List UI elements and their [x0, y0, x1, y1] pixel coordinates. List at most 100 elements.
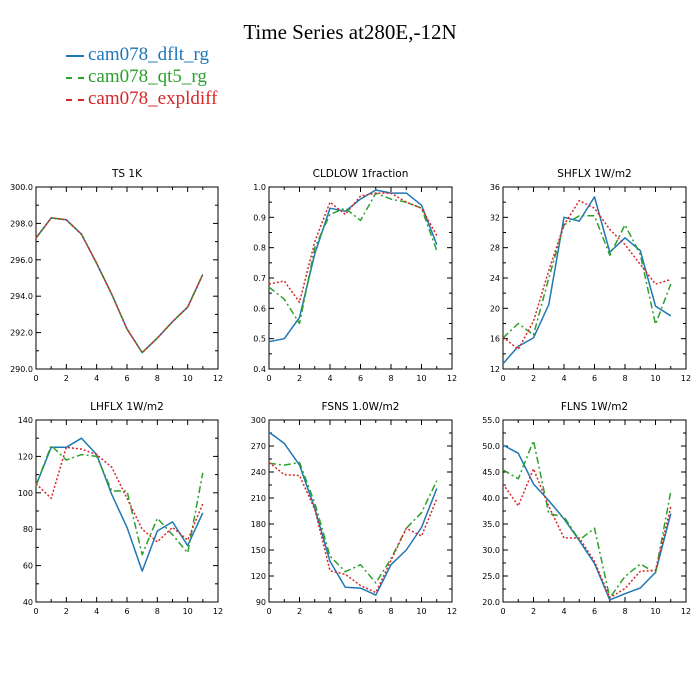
x-tick-label: 6: [358, 607, 363, 616]
series-line-cam078-dflt-rg: [502, 196, 672, 365]
series-line-cam078-dflt-rg: [502, 444, 672, 601]
y-tick-label: 90: [256, 598, 266, 607]
series-line-cam078-expldiff: [502, 468, 672, 599]
panel-fsns: FSNS 1.0W/m2 0 2 4 6 8 10 12 90 120 150 180 210 240 27…: [251, 401, 457, 616]
panel-lhflx: LHFLX 1W/m2 0 2 4 6 8 10 12 40 60 80 100 120 140: [18, 401, 223, 616]
y-tick-label: 45.0: [482, 468, 500, 477]
y-tick-label: 210: [251, 494, 266, 503]
y-tick-label: 0.5: [253, 335, 266, 344]
x-tick-label: 6: [592, 374, 597, 383]
series-line-cam078-qt5-rg: [35, 444, 204, 556]
y-tick-label: 12: [490, 365, 500, 374]
panel-title: CLDLOW 1fraction: [313, 168, 409, 180]
x-tick-label: 6: [124, 607, 129, 616]
legend-item-qt5: cam078_qt5_rg: [66, 66, 207, 88]
x-tick-label: 10: [183, 374, 193, 383]
y-tick-label: 180: [251, 520, 266, 529]
series-line-cam078-qt5-rg: [268, 192, 438, 325]
y-tick-label: 28: [490, 244, 500, 253]
y-tick-label: 298.0: [10, 219, 33, 228]
x-tick-label: 0: [266, 374, 271, 383]
panel-cldlow: CLDLOW 1fraction 0 2 4 6 8 10 12 0.4 0.5 0.6 0.7 0.8…: [253, 168, 457, 383]
y-tick-label: 300: [251, 416, 266, 425]
x-tick-label: 12: [681, 374, 691, 383]
series-line-cam078-expldiff: [35, 217, 204, 354]
y-tick-label: 120: [18, 452, 33, 461]
y-tick-label: 240: [251, 468, 266, 477]
x-tick-label: 0: [266, 607, 271, 616]
y-tick-label: 0.7: [253, 274, 266, 283]
y-tick-label: 25.0: [482, 572, 500, 581]
x-tick-label: 8: [155, 607, 160, 616]
x-tick-label: 12: [213, 374, 223, 383]
x-tick-label: 2: [64, 374, 69, 383]
x-tick-label: 6: [124, 374, 129, 383]
y-tick-label: 35.0: [482, 520, 500, 529]
series-line-cam078-qt5-rg: [35, 217, 204, 354]
y-tick-label: 20.0: [482, 598, 500, 607]
series-line-cam078-qt5-rg: [502, 215, 672, 339]
series-line-cam078-dflt-rg: [268, 189, 438, 343]
x-tick-label: 2: [64, 607, 69, 616]
x-tick-label: 2: [531, 374, 536, 383]
legend-label-expldiff: cam078_expldiff: [88, 88, 218, 109]
legend-label-qt5: cam078_qt5_rg: [88, 66, 207, 87]
legend-swatch-qt5: [66, 76, 84, 79]
y-tick-label: 0.8: [253, 244, 266, 253]
series-line-cam078-dflt-rg: [35, 217, 204, 354]
y-tick-label: 0.9: [253, 213, 266, 222]
x-tick-label: 4: [561, 607, 566, 616]
series-line-cam078-expldiff: [268, 461, 438, 594]
x-tick-label: 4: [94, 607, 99, 616]
y-tick-label: 300.0: [10, 183, 33, 192]
series-line-cam078-qt5-rg: [268, 461, 438, 584]
x-tick-label: 0: [33, 374, 38, 383]
y-tick-label: 296.0: [10, 256, 33, 265]
y-tick-label: 270: [251, 442, 266, 451]
x-tick-label: 2: [531, 607, 536, 616]
x-tick-label: 6: [592, 607, 597, 616]
y-tick-label: 16: [490, 335, 500, 344]
y-tick-label: 24: [490, 274, 500, 283]
x-tick-label: 6: [358, 374, 363, 383]
x-tick-label: 12: [447, 607, 457, 616]
x-tick-label: 2: [297, 607, 302, 616]
legend-swatch-expldiff: [66, 98, 84, 101]
x-tick-label: 4: [561, 374, 566, 383]
x-tick-label: 8: [388, 374, 393, 383]
panel-title: LHFLX 1W/m2: [90, 401, 164, 413]
plot-frame: [35, 186, 219, 370]
panel-flns: FLNS 1W/m2 0 2 4 6 8 10 12 20.0 25.0 30.0 35.0 40.0 4…: [482, 401, 691, 616]
y-tick-label: 0.6: [253, 304, 266, 313]
y-tick-label: 100: [18, 489, 33, 498]
series-line-cam078-dflt-rg: [35, 437, 204, 572]
y-tick-label: 30.0: [482, 546, 500, 555]
panel-title: TS 1K: [111, 168, 143, 180]
series-line-cam078-dflt-rg: [268, 431, 438, 596]
x-tick-label: 8: [388, 607, 393, 616]
x-tick-label: 4: [94, 374, 99, 383]
x-tick-label: 8: [622, 374, 627, 383]
x-tick-label: 0: [500, 607, 505, 616]
x-tick-label: 2: [297, 374, 302, 383]
y-tick-label: 40.0: [482, 494, 500, 503]
page-title: Time Series at280E,-12N: [243, 20, 457, 44]
y-tick-label: 20: [490, 304, 500, 313]
y-tick-label: 55.0: [482, 416, 500, 425]
x-tick-label: 10: [650, 374, 660, 383]
plot-frame: [502, 186, 687, 370]
y-tick-label: 32: [490, 213, 500, 222]
legend-item-dflt: cam078_dflt_rg: [66, 44, 209, 66]
y-tick-label: 36: [490, 183, 500, 192]
y-tick-label: 120: [251, 572, 266, 581]
x-tick-label: 12: [213, 607, 223, 616]
plot-frame: [268, 419, 453, 603]
y-tick-label: 140: [18, 416, 33, 425]
y-tick-label: 1.0: [253, 183, 266, 192]
x-tick-label: 8: [622, 607, 627, 616]
panel-title: FSNS 1.0W/m2: [322, 401, 400, 413]
x-tick-label: 10: [650, 607, 660, 616]
x-tick-label: 10: [183, 607, 193, 616]
